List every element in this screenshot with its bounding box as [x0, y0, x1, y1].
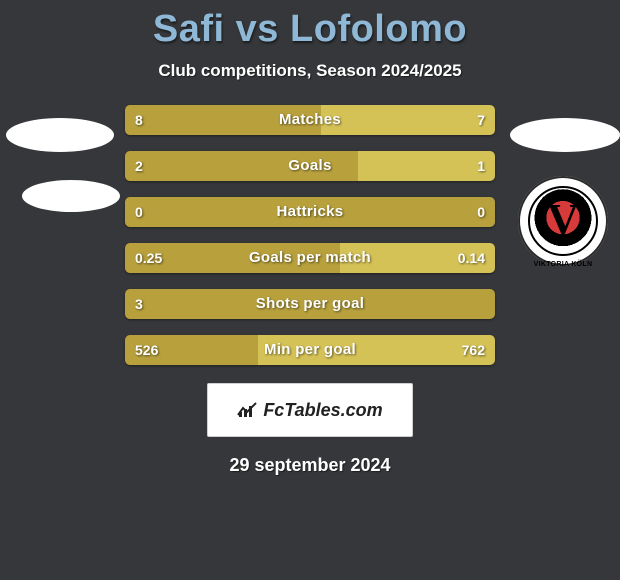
player-right-name: Lofolomo: [290, 8, 467, 50]
page-title: Safi vs Lofolomo: [0, 0, 620, 51]
stat-label: Shots per goal: [125, 289, 495, 319]
stat-label: Hattricks: [125, 197, 495, 227]
club-badge-outer: 1904 V VIKTORIA KÖLN: [518, 176, 608, 266]
placeholder-ellipse: [22, 180, 120, 212]
stat-row: 526762Min per goal: [125, 335, 495, 365]
club-initial: V: [518, 198, 608, 242]
attribution-badge[interactable]: FcTables.com: [207, 383, 413, 437]
attribution-text: FcTables.com: [263, 400, 382, 421]
stat-label: Matches: [125, 105, 495, 135]
stat-label: Goals: [125, 151, 495, 181]
right-club-badge: 1904 V VIKTORIA KÖLN: [518, 176, 608, 266]
stat-row: 21Goals: [125, 151, 495, 181]
vs-separator: vs: [236, 8, 279, 50]
stat-row: 00Hattricks: [125, 197, 495, 227]
stat-bars: 87Matches 21Goals 00Hattricks 0.250.14Goals…: [125, 105, 495, 365]
stat-row: 87Matches: [125, 105, 495, 135]
stat-row: 3Shots per goal: [125, 289, 495, 319]
placeholder-ellipse: [6, 118, 114, 152]
club-ring-text: VIKTORIA KÖLN: [518, 261, 608, 268]
stat-label: Goals per match: [125, 243, 495, 273]
stat-label: Min per goal: [125, 335, 495, 365]
left-club-placeholder: [0, 118, 120, 240]
stat-row: 0.250.14Goals per match: [125, 243, 495, 273]
snapshot-date: 29 september 2024: [0, 455, 620, 476]
right-top-ellipse: [510, 118, 620, 152]
chart-icon: [237, 402, 257, 418]
subtitle: Club competitions, Season 2024/2025: [0, 61, 620, 81]
player-left-name: Safi: [153, 8, 225, 50]
